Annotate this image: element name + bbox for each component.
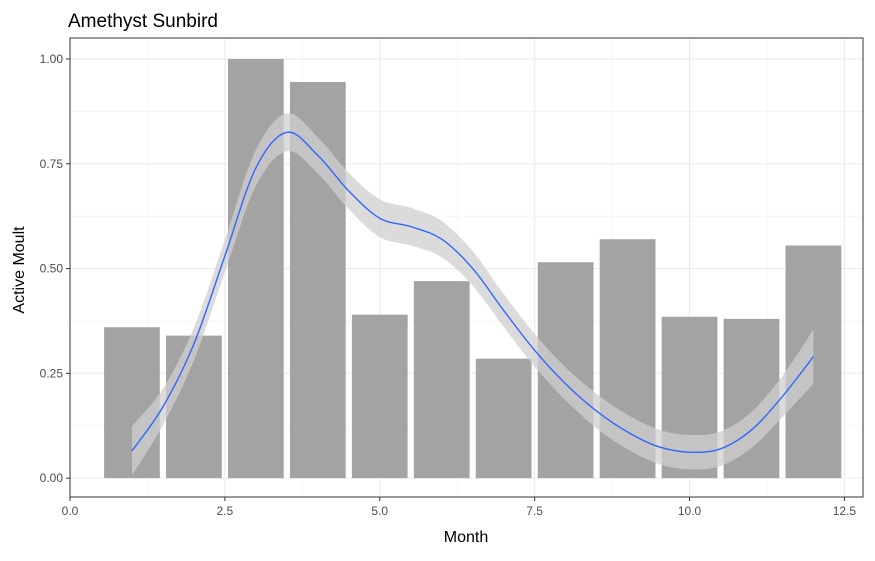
y-tick-label: 0.00 [40, 471, 64, 485]
y-axis-title: Active Moult [11, 226, 28, 314]
panel-border-group [69, 37, 864, 498]
y-tick-label: 0.50 [40, 262, 64, 276]
y-tick-label: 0.75 [40, 157, 64, 171]
smooth-ribbon-group [131, 113, 814, 476]
x-tick-label: 2.5 [217, 504, 234, 518]
bar-month-5 [351, 314, 408, 479]
chart-title: Amethyst Sunbird [68, 11, 218, 32]
x-axis: 0.0 2.5 5.0 7.5 10.0 12.5 [62, 497, 857, 518]
y-tick-label: 0.25 [40, 366, 64, 380]
x-tick-label: 5.0 [371, 504, 388, 518]
smooth-ribbon [131, 113, 814, 476]
x-tick-label: 7.5 [526, 504, 543, 518]
smooth-line-group [131, 131, 814, 453]
smooth-line [131, 131, 814, 453]
x-tick-label: 10.0 [678, 504, 702, 518]
bar-month-6 [413, 281, 470, 479]
bars [104, 58, 842, 479]
x-tick-label: 12.5 [833, 504, 857, 518]
x-tick-label: 0.0 [62, 504, 79, 518]
x-axis-title: Month [444, 529, 488, 546]
bar-month-7 [475, 358, 532, 479]
y-axis: 0.00 0.25 0.50 0.75 1.00 [40, 52, 70, 485]
y-tick-label: 1.00 [40, 52, 64, 66]
panel-border [69, 37, 864, 498]
